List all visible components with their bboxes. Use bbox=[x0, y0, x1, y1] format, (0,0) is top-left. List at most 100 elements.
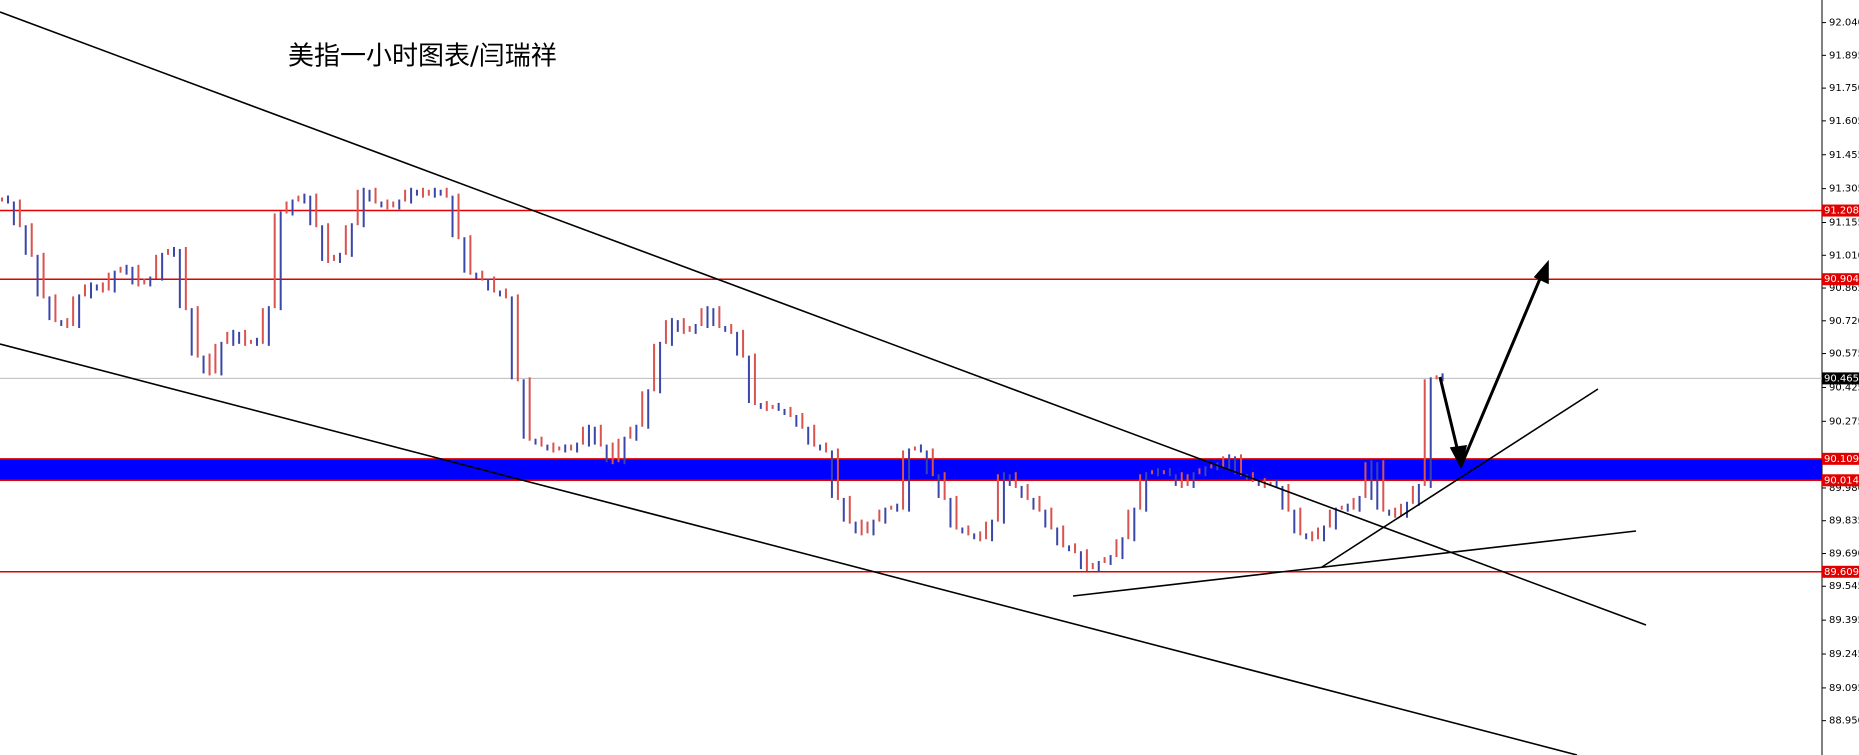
y-tick-label: 91.605 bbox=[1829, 116, 1859, 127]
price-bar bbox=[552, 442, 555, 453]
price-bar bbox=[190, 308, 193, 356]
price-bar bbox=[522, 379, 525, 439]
price-bar bbox=[902, 450, 905, 510]
price-bar bbox=[777, 402, 780, 411]
price-bar bbox=[457, 193, 460, 240]
price-bar bbox=[321, 225, 324, 261]
price-bar bbox=[884, 507, 887, 524]
price-bar bbox=[1400, 503, 1403, 516]
price-bar bbox=[244, 329, 247, 346]
y-tick-label: 89.835 bbox=[1829, 516, 1859, 527]
price-bar bbox=[1056, 527, 1059, 546]
price-bar bbox=[949, 497, 952, 528]
price-bar bbox=[172, 246, 175, 257]
price-bar bbox=[1423, 379, 1426, 486]
price-bar bbox=[985, 521, 988, 540]
price-bar bbox=[439, 189, 442, 196]
price-bar bbox=[991, 519, 994, 542]
price-bar bbox=[344, 225, 347, 255]
price-bar bbox=[937, 474, 940, 498]
price-bar bbox=[1038, 495, 1041, 512]
y-tick-label: 91.455 bbox=[1829, 150, 1859, 161]
price-bar bbox=[131, 266, 134, 285]
price-bar bbox=[166, 248, 169, 255]
trendline bbox=[0, 343, 1578, 755]
price-bar bbox=[433, 187, 436, 198]
price-bar bbox=[410, 187, 413, 204]
price-bar bbox=[1127, 509, 1130, 540]
price-bar bbox=[842, 497, 845, 522]
price-bar bbox=[125, 264, 128, 275]
price-bar bbox=[961, 527, 964, 534]
trendline bbox=[1072, 530, 1637, 597]
price-bar bbox=[1305, 533, 1308, 540]
price-bar bbox=[291, 199, 294, 216]
price-bar bbox=[753, 353, 756, 406]
price-label: 90.465 bbox=[1824, 373, 1859, 384]
price-bar bbox=[742, 329, 745, 358]
price-bar bbox=[564, 444, 567, 453]
price-bar bbox=[1411, 485, 1414, 504]
price-bar bbox=[599, 424, 602, 447]
price-bar bbox=[232, 329, 235, 346]
price-bar bbox=[1085, 549, 1088, 572]
price-bar bbox=[558, 446, 561, 451]
price-bar bbox=[1323, 525, 1326, 542]
price-bar bbox=[95, 284, 98, 291]
price-bar bbox=[1429, 377, 1432, 488]
price-bar bbox=[1020, 485, 1023, 498]
price-bar bbox=[718, 306, 721, 328]
price-bar bbox=[1222, 456, 1225, 469]
price-bar bbox=[1044, 509, 1047, 528]
price-bar bbox=[1062, 525, 1065, 548]
price-bar bbox=[1340, 505, 1343, 510]
price-bar bbox=[724, 325, 727, 332]
price-bar bbox=[469, 235, 472, 275]
trendline bbox=[1321, 388, 1599, 568]
price-bar bbox=[943, 472, 946, 500]
price-bar bbox=[18, 199, 21, 228]
price-bar bbox=[255, 337, 258, 346]
price-bar bbox=[736, 331, 739, 356]
price-bar bbox=[249, 339, 252, 344]
price-bar bbox=[979, 531, 982, 542]
price-bar bbox=[836, 448, 839, 500]
price-bar bbox=[226, 331, 229, 344]
y-tick-label: 88.950 bbox=[1829, 716, 1859, 727]
price-bar bbox=[534, 438, 537, 445]
price-bar bbox=[1192, 472, 1195, 488]
plot-area bbox=[0, 187, 1822, 573]
price-bar bbox=[267, 306, 270, 346]
price-bar bbox=[617, 438, 620, 463]
price-bar bbox=[208, 353, 211, 376]
price-bar bbox=[398, 199, 401, 210]
price-bar bbox=[878, 509, 881, 522]
price-bar bbox=[7, 195, 9, 204]
price-bar bbox=[149, 276, 152, 287]
price-bar bbox=[315, 193, 318, 228]
price-bar bbox=[1091, 562, 1094, 570]
price-bar bbox=[1210, 464, 1213, 469]
price-bar bbox=[1251, 472, 1254, 483]
price-bar bbox=[510, 296, 513, 380]
price-bar bbox=[83, 284, 86, 297]
price-bar bbox=[813, 424, 816, 447]
price-bar bbox=[1157, 468, 1160, 477]
price-bar bbox=[676, 320, 679, 332]
arrowhead bbox=[1533, 259, 1549, 285]
price-bar bbox=[1180, 472, 1183, 488]
price-bar bbox=[931, 448, 934, 477]
price-bar bbox=[570, 444, 573, 451]
price-bar bbox=[765, 401, 768, 411]
price-bar bbox=[1358, 495, 1361, 512]
price-bar bbox=[1417, 483, 1420, 506]
price-bar bbox=[913, 446, 916, 451]
chart-title: 美指一小时图表/闫瑞祥 bbox=[288, 42, 557, 72]
price-bar bbox=[1068, 545, 1071, 552]
price-bar bbox=[238, 331, 241, 344]
price-bar bbox=[1388, 509, 1391, 516]
price-label-box bbox=[1822, 372, 1859, 385]
price-bar bbox=[350, 223, 353, 257]
price-bar bbox=[1281, 485, 1284, 510]
price-bar bbox=[54, 294, 57, 323]
